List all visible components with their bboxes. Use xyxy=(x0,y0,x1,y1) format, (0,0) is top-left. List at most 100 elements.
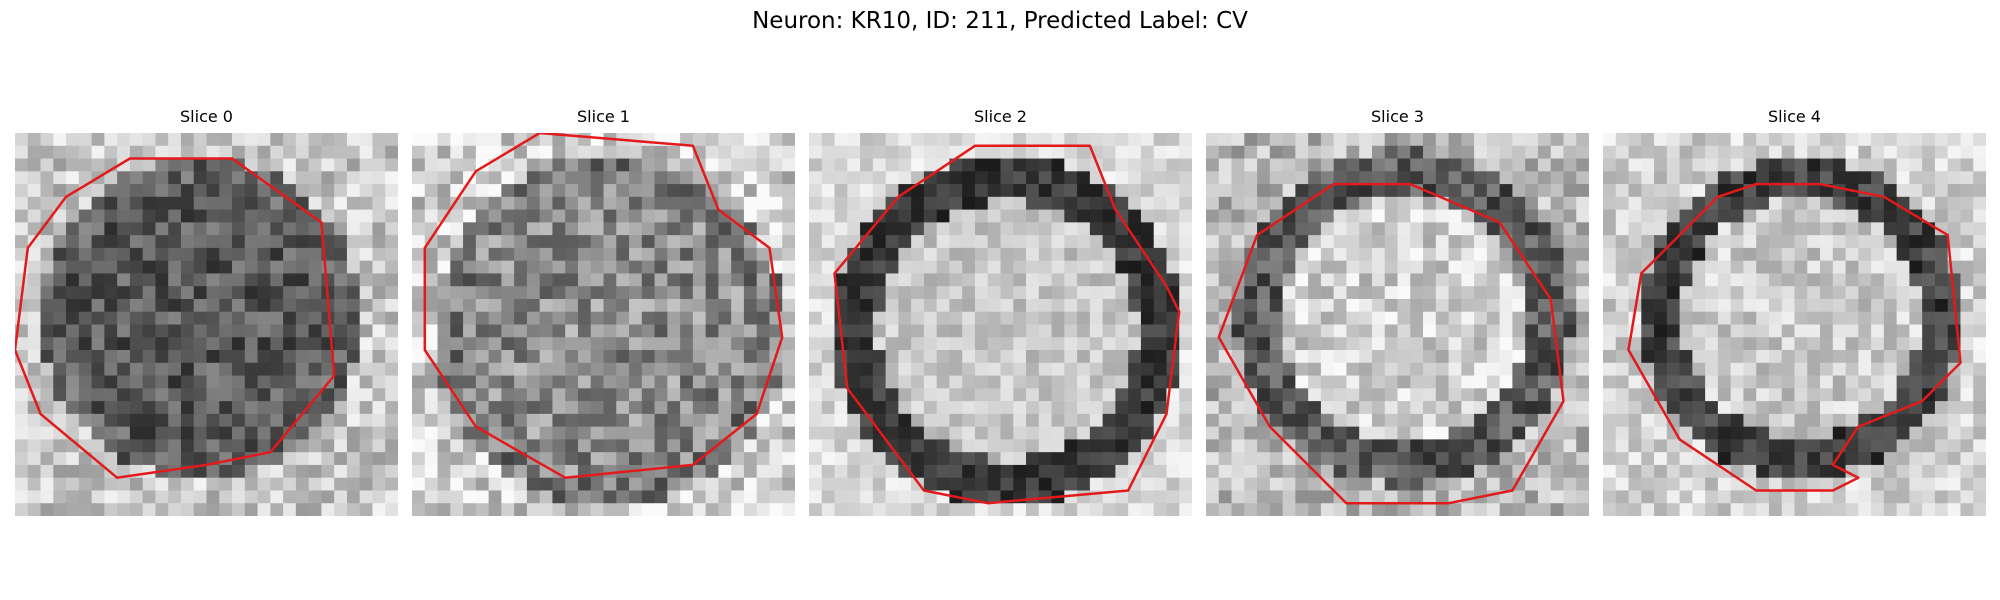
pixel xyxy=(1461,260,1475,275)
pixel xyxy=(847,324,861,338)
pixel xyxy=(1000,413,1014,428)
pixel xyxy=(1730,490,1745,504)
pixel xyxy=(308,477,322,492)
pixel xyxy=(641,247,656,262)
pixel xyxy=(1768,171,1783,185)
pixel xyxy=(847,260,861,275)
pixel xyxy=(1909,133,1923,147)
pixel xyxy=(769,196,783,211)
pixel xyxy=(155,503,169,516)
pixel xyxy=(654,247,668,262)
pixel xyxy=(680,222,694,236)
pixel xyxy=(1909,286,1923,300)
pixel xyxy=(1794,145,1808,160)
pixel xyxy=(1295,490,1309,504)
pixel xyxy=(603,247,617,262)
pixel xyxy=(1282,311,1296,326)
pixel xyxy=(321,426,335,440)
pixel xyxy=(1820,337,1834,351)
pixel xyxy=(898,222,912,236)
pixel xyxy=(295,452,310,466)
pixel xyxy=(283,350,297,364)
pixel xyxy=(1102,401,1116,415)
pixel xyxy=(860,337,874,351)
pixel xyxy=(1026,439,1040,453)
pixel xyxy=(769,158,783,172)
pixel xyxy=(1730,286,1745,300)
pixel xyxy=(718,133,732,147)
pixel xyxy=(308,311,322,326)
pixel xyxy=(104,235,118,249)
pixel xyxy=(1333,235,1348,249)
pixel xyxy=(308,260,322,275)
pixel xyxy=(872,350,887,364)
pixel xyxy=(718,273,732,287)
pixel xyxy=(1692,464,1706,479)
pixel xyxy=(193,464,208,479)
pixel xyxy=(463,196,477,211)
pixel xyxy=(117,311,131,326)
pixel xyxy=(1448,413,1462,428)
pixel xyxy=(1820,324,1834,338)
pixel xyxy=(1295,158,1309,172)
pixel xyxy=(1140,337,1155,351)
pixel xyxy=(1615,362,1630,377)
pixel xyxy=(1218,503,1233,516)
pixel xyxy=(488,503,502,516)
pixel xyxy=(1359,222,1373,236)
pixel xyxy=(1282,235,1296,249)
pixel xyxy=(936,426,951,440)
pixel xyxy=(860,362,874,377)
pixel xyxy=(1730,362,1745,377)
pixel xyxy=(885,145,899,160)
pixel xyxy=(475,337,490,351)
pixel xyxy=(1320,298,1335,313)
pixel xyxy=(501,350,515,364)
pixel xyxy=(1820,133,1834,147)
pixel xyxy=(756,158,771,172)
pixel xyxy=(1666,362,1681,377)
pixel xyxy=(1089,350,1104,364)
pixel xyxy=(1384,196,1399,211)
pixel xyxy=(501,503,515,516)
pixel xyxy=(1166,490,1180,504)
pixel xyxy=(475,298,490,313)
pixel xyxy=(1845,311,1859,326)
pixel xyxy=(1038,235,1053,249)
pixel xyxy=(936,362,951,377)
pixel xyxy=(1654,375,1668,389)
pixel xyxy=(129,273,144,287)
pixel xyxy=(1576,298,1589,313)
pixel xyxy=(1244,337,1258,351)
pixel xyxy=(501,171,515,185)
pixel xyxy=(1947,235,1962,249)
pixel xyxy=(1832,503,1847,516)
pixel xyxy=(1973,133,1986,147)
pixel xyxy=(180,273,195,287)
pixel xyxy=(667,158,681,172)
pixel xyxy=(1206,145,1220,160)
pixel xyxy=(923,298,938,313)
pixel xyxy=(1244,209,1258,223)
pixel xyxy=(15,247,29,262)
pixel xyxy=(1743,413,1757,428)
pixel xyxy=(1166,158,1180,172)
pixel xyxy=(1257,362,1271,377)
pixel xyxy=(1909,145,1923,160)
pixel xyxy=(1858,490,1872,504)
pixel xyxy=(1896,273,1910,287)
pixel xyxy=(66,490,80,504)
pixel xyxy=(911,464,925,479)
pixel xyxy=(641,375,656,389)
pixel xyxy=(987,133,1002,147)
pixel xyxy=(66,171,80,185)
pixel xyxy=(463,273,477,287)
pixel xyxy=(1051,324,1065,338)
pixel xyxy=(923,286,938,300)
pixel xyxy=(1461,362,1475,377)
pixel xyxy=(526,503,541,516)
pixel xyxy=(1384,426,1399,440)
pixel xyxy=(1461,439,1475,453)
pixel xyxy=(514,273,528,287)
pixel xyxy=(1654,324,1668,338)
